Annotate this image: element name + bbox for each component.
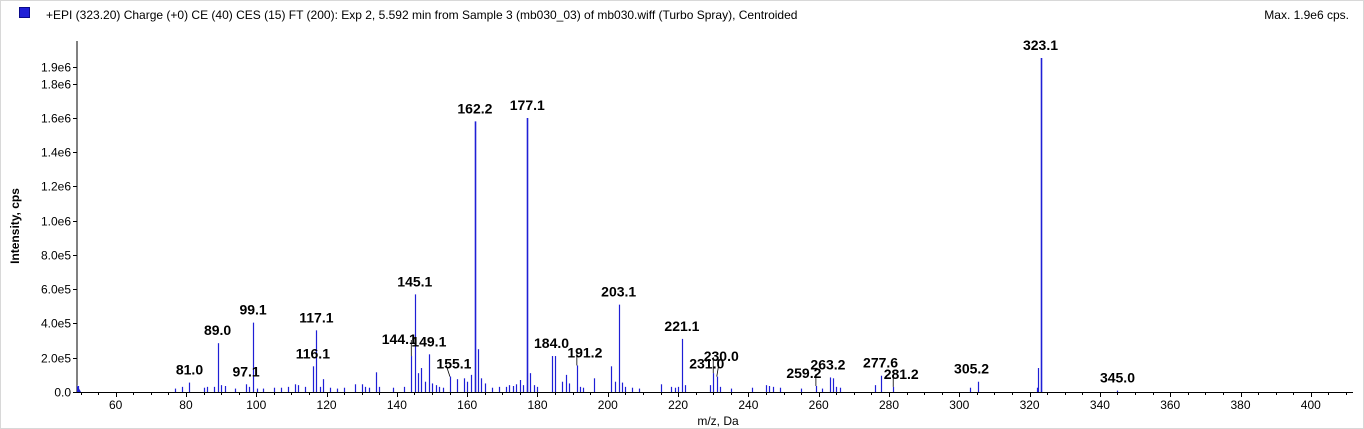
x-tick-label: 160	[457, 398, 477, 412]
peak-label: 97.1	[232, 363, 259, 379]
y-tick-label: 1.9e6	[41, 61, 71, 75]
peak-label: 81.0	[176, 362, 203, 378]
peak-label: 162.2	[457, 100, 492, 116]
x-tick-label: 200	[598, 398, 618, 412]
x-tick-label: 60	[109, 398, 123, 412]
peak-label-leader	[445, 364, 451, 377]
peak-label: 203.1	[601, 284, 636, 300]
x-tick-label: 360	[1160, 398, 1180, 412]
peak-label: 155.1	[436, 356, 471, 372]
peak-label: 144.1	[382, 331, 417, 347]
y-tick-label: 1.6e6	[41, 112, 71, 126]
peak-label: 305.2	[954, 361, 989, 377]
x-tick-label: 100	[246, 398, 266, 412]
x-tick-label: 340	[1090, 398, 1110, 412]
peak-label: 231.0	[689, 356, 724, 372]
x-tick-label: 280	[879, 398, 899, 412]
y-tick-label: 0.0	[54, 386, 71, 400]
x-tick-label: 220	[668, 398, 688, 412]
x-axis-label: m/z, Da	[697, 414, 739, 428]
peak-label-leader	[716, 364, 720, 377]
peak-label: 345.0	[1100, 370, 1135, 386]
peak-label: 323.1	[1023, 37, 1058, 53]
peak-label: 145.1	[397, 273, 432, 289]
x-tick-label: 300	[949, 398, 969, 412]
y-tick-label: 1.0e6	[41, 215, 71, 229]
peak-label: 99.1	[239, 302, 266, 318]
spectrum-title: +EPI (323.20) Charge (+0) CE (40) CES (1…	[46, 8, 798, 22]
max-intensity-label: Max. 1.9e6 cps.	[1264, 8, 1349, 22]
y-tick-label: 6.0e5	[41, 283, 71, 297]
y-tick-label: 2.0e5	[41, 352, 71, 366]
series-color-swatch[interactable]	[19, 7, 30, 18]
x-tick-label: 400	[1301, 398, 1321, 412]
x-tick-label: 80	[179, 398, 193, 412]
peak-label: 281.2	[884, 366, 919, 382]
peak-label: 230.0	[704, 348, 739, 364]
x-tick-label: 140	[387, 398, 407, 412]
x-tick-label: 260	[809, 398, 829, 412]
y-tick-label: 1.2e6	[41, 180, 71, 194]
peak-label: 116.1	[296, 345, 330, 361]
peak-label: 184.0	[534, 335, 569, 351]
y-tick-label: 4.0e5	[41, 317, 71, 331]
peak-label: 277.6	[863, 355, 898, 371]
x-tick-label: 180	[527, 398, 547, 412]
peak-label: 259.2	[786, 365, 821, 381]
y-tick-label: 1.4e6	[41, 146, 71, 160]
peak-label: 149.1	[411, 333, 446, 349]
peak-label: 89.0	[204, 322, 231, 338]
x-tick-label: 320	[1020, 398, 1040, 412]
x-tick-label: 120	[317, 398, 337, 412]
peak-label: 177.1	[510, 97, 545, 113]
spectrum-header: +EPI (323.20) Charge (+0) CE (40) CES (1…	[1, 1, 1363, 27]
peak-label: 263.2	[810, 356, 845, 372]
y-tick-label: 1.8e6	[41, 78, 71, 92]
peak-label: 117.1	[299, 309, 333, 325]
x-tick-label: 380	[1230, 398, 1250, 412]
y-tick-label: 8.0e5	[41, 249, 71, 263]
x-tick-label: 240	[738, 398, 758, 412]
peak-label: 221.1	[664, 318, 699, 334]
peak-label: 191.2	[567, 344, 602, 360]
